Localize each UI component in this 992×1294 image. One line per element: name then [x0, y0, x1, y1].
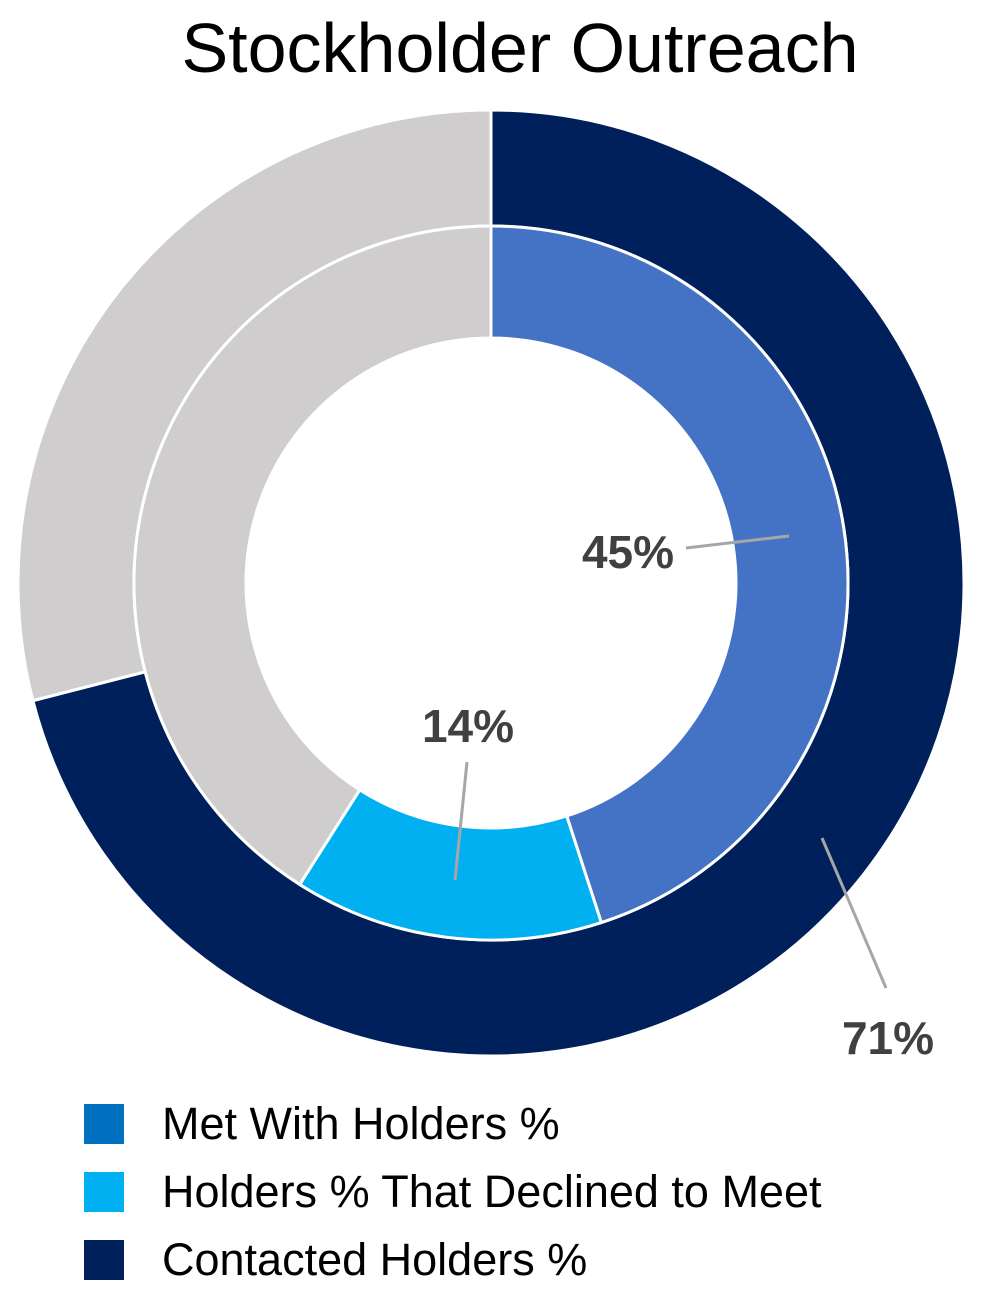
data-label-14: 14% — [422, 700, 514, 752]
leader-line-71 — [820, 837, 888, 989]
inner-ring-met-slice — [489, 224, 850, 925]
legend-swatch-met-with-holders — [84, 1104, 124, 1144]
legend-label-contacted-holders: Contacted Holders % — [162, 1234, 588, 1285]
legend-label-declined-to-meet: Holders % That Declined to Meet — [162, 1166, 822, 1217]
leader-line-14 — [453, 761, 469, 881]
legend-item-declined-to-meet: Holders % That Declined to Meet — [84, 1158, 822, 1226]
legend-item-contacted-holders: Contacted Holders % — [84, 1226, 822, 1294]
legend-item-met-with-holders: Met With Holders % — [84, 1090, 822, 1158]
data-label-45: 45% — [582, 526, 674, 578]
leader-line-45 — [685, 534, 790, 550]
donut-chart: 71% 45% 14% — [16, 108, 966, 1064]
legend-swatch-declined-to-meet — [84, 1172, 124, 1212]
chart-title: Stockholder Outreach — [181, 9, 859, 87]
legend-swatch-contacted-holders — [84, 1240, 124, 1280]
inner-ring-remainder-slice — [132, 224, 493, 887]
legend-label-met-with-holders: Met With Holders % — [162, 1098, 560, 1149]
legend: Met With Holders % Holders % That Declin… — [84, 1090, 822, 1294]
data-label-71: 71% — [842, 1012, 934, 1064]
